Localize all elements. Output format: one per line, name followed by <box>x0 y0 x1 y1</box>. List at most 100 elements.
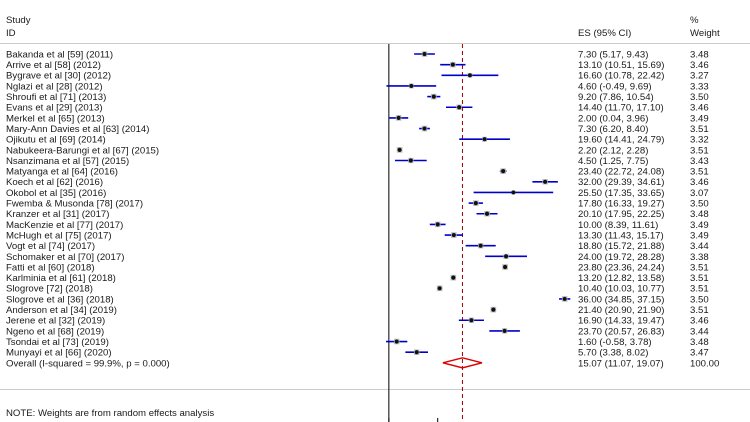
study-point-estimate <box>457 105 462 110</box>
header-id: ID <box>6 28 16 39</box>
study-es-ci: 4.60 (-0.49, 9.69) <box>578 81 652 92</box>
study-weight: 3.49 <box>690 230 709 241</box>
study-row: Shroufi et al [71] (2013) 9.20 (7.86, 10.… <box>6 92 709 103</box>
study-row: Bakanda et al [59] (2011) 7.30 (5.17, 9.4… <box>6 49 709 60</box>
study-es-ci: 1.60 (-0.58, 3.78) <box>578 337 652 348</box>
study-label: Kranzer et al [31] (2017) <box>6 209 109 220</box>
study-es-ci: 13.20 (12.82, 13.58) <box>578 273 664 284</box>
study-label: Koech et al [62] (2016) <box>6 177 103 188</box>
study-weight: 3.44 <box>690 241 709 252</box>
study-weight: 3.48 <box>690 209 709 220</box>
study-label: Okobol et al [35] (2016) <box>6 188 106 199</box>
study-label: Nglazi et al [28] (2012) <box>6 81 103 92</box>
study-point-estimate <box>491 307 496 312</box>
study-row: Ojikutu et al [69] (2014) 19.60 (14.41, 2… <box>6 135 709 146</box>
study-row: Evans et al [29] (2013) 14.40 (11.70, 17.… <box>6 103 709 114</box>
study-es-ci: 16.60 (10.78, 22.42) <box>578 71 664 82</box>
study-label: Merkel et al [65] (2013) <box>6 113 105 124</box>
study-label: Munyayi et al [66] (2020) <box>6 348 112 359</box>
study-label: Nabukeera-Barungi et al [67] (2015) <box>6 145 159 156</box>
study-es-ci: 16.90 (14.33, 19.47) <box>578 316 664 327</box>
study-row: Jerene et al [32] (2019) 16.90 (14.33, 19… <box>6 316 709 327</box>
study-row: Merkel et al [65] (2013) 2.00 (0.04, 3.96… <box>6 113 709 124</box>
study-point-estimate <box>478 243 483 248</box>
study-point-estimate <box>484 211 490 216</box>
study-point-estimate <box>502 264 508 270</box>
study-es-ci: 18.80 (15.72, 21.88) <box>578 241 664 252</box>
study-es-ci: 20.10 (17.95, 22.25) <box>578 209 664 220</box>
study-point-estimate <box>543 179 548 184</box>
study-es-ci: 10.40 (10.03, 10.77) <box>578 284 664 295</box>
study-point-estimate <box>414 350 419 355</box>
study-weight: 3.50 <box>690 294 709 305</box>
study-es-ci: 2.00 (0.04, 3.96) <box>578 113 648 124</box>
study-weight: 3.44 <box>690 326 709 337</box>
overall-diamond <box>442 357 483 369</box>
study-row: Koech et al [62] (2016) 32.00 (29.39, 34.… <box>6 177 709 188</box>
study-weight: 3.48 <box>690 49 709 60</box>
overall-es-ci: 15.07 (11.07, 19.07) <box>578 358 664 369</box>
study-row: Kranzer et al [31] (2017) 20.10 (17.95, 2… <box>6 209 709 220</box>
study-label: Slogrove et al [36] (2018) <box>6 294 114 305</box>
study-label: Bakanda et al [59] (2011) <box>6 49 113 60</box>
study-row: Anderson et al [34] (2019) 21.40 (20.90, … <box>6 305 709 316</box>
study-weight: 3.50 <box>690 92 709 103</box>
study-weight: 3.50 <box>690 199 709 210</box>
study-label: Slogrove [72] (2018) <box>6 284 93 295</box>
study-row: McHugh et al [75] (2017) 13.30 (11.43, 15… <box>6 230 709 241</box>
study-label: Fwemba & Musonda [78] (2017) <box>6 199 143 210</box>
study-weight: 3.47 <box>690 348 709 359</box>
study-row: Bygrave et al [30] (2012) 16.60 (10.78, 2… <box>6 71 709 82</box>
study-row: Okobol et al [35] (2016) 25.50 (17.35, 33… <box>6 188 709 199</box>
study-label: Shroufi et al [71] (2013) <box>6 92 106 103</box>
study-es-ci: 4.50 (1.25, 7.75) <box>578 156 648 167</box>
study-row: Vogt et al [74] (2017) 18.80 (15.72, 21.8… <box>6 241 709 252</box>
study-row: Tsondai et al [73] (2019) 1.60 (-0.58, 3.… <box>6 337 709 348</box>
study-point-estimate <box>501 169 506 174</box>
study-weight: 3.51 <box>690 145 709 156</box>
study-weight: 3.49 <box>690 113 709 124</box>
study-es-ci: 9.20 (7.86, 10.54) <box>578 92 654 103</box>
header-es: ES (95% CI) <box>578 28 631 39</box>
study-row: Ngeno et al [68] (2019) 23.70 (20.57, 26.… <box>6 326 709 337</box>
study-es-ci: 23.40 (22.72, 24.08) <box>578 167 664 178</box>
study-es-ci: 25.50 (17.35, 33.65) <box>578 188 664 199</box>
study-label: Anderson et al [34] (2019) <box>6 305 117 316</box>
study-row: Slogrove [72] (2018) 10.40 (10.03, 10.77)… <box>6 284 709 295</box>
study-weight: 3.51 <box>690 124 709 135</box>
study-point-estimate <box>394 339 399 344</box>
study-es-ci: 10.00 (8.39, 11.61) <box>578 220 658 231</box>
study-label: Matyanga et al [64] (2016) <box>6 167 118 178</box>
study-es-ci: 23.70 (20.57, 26.83) <box>578 326 664 337</box>
study-weight: 3.51 <box>690 273 709 284</box>
study-point-estimate <box>467 73 473 78</box>
study-point-estimate <box>408 158 413 163</box>
study-es-ci: 32.00 (29.39, 34.61) <box>578 177 664 188</box>
header-study: Study <box>6 15 31 26</box>
study-es-ci: 17.80 (16.33, 19.27) <box>578 199 664 210</box>
study-point-estimate <box>482 137 487 142</box>
study-weight: 3.07 <box>690 188 709 199</box>
study-weight: 3.51 <box>690 305 709 316</box>
study-weight: 3.51 <box>690 284 709 295</box>
study-point-estimate <box>451 275 456 280</box>
study-row: Nabukeera-Barungi et al [67] (2015) 2.20 … <box>6 145 709 156</box>
study-label: Nsanzimana et al [57] (2015) <box>6 156 129 167</box>
study-label: McHugh et al [75] (2017) <box>6 230 112 241</box>
study-label: Jerene et al [32] (2019) <box>6 316 105 327</box>
study-row: Fwemba & Musonda [78] (2017) 17.80 (16.33… <box>6 199 709 210</box>
header-weight: Weight <box>690 28 720 39</box>
study-label: Karlminia et al [61] (2018) <box>6 273 116 284</box>
study-weight: 3.51 <box>690 262 709 273</box>
study-es-ci: 19.60 (14.41, 24.79) <box>578 135 664 146</box>
study-es-ci: 2.20 (2.12, 2.28) <box>578 145 648 156</box>
study-weight: 3.32 <box>690 135 709 146</box>
study-es-ci: 24.00 (19.72, 28.28) <box>578 252 664 263</box>
study-weight: 3.33 <box>690 81 709 92</box>
study-row: Schomaker et al [70] (2017) 24.00 (19.72,… <box>6 252 709 263</box>
study-es-ci: 36.00 (34.85, 37.15) <box>578 294 664 305</box>
study-point-estimate <box>422 51 427 57</box>
study-point-estimate <box>431 94 436 99</box>
study-es-ci: 5.70 (3.38, 8.02) <box>578 348 648 359</box>
study-row: Karlminia et al [61] (2018) 13.20 (12.82,… <box>6 273 709 284</box>
